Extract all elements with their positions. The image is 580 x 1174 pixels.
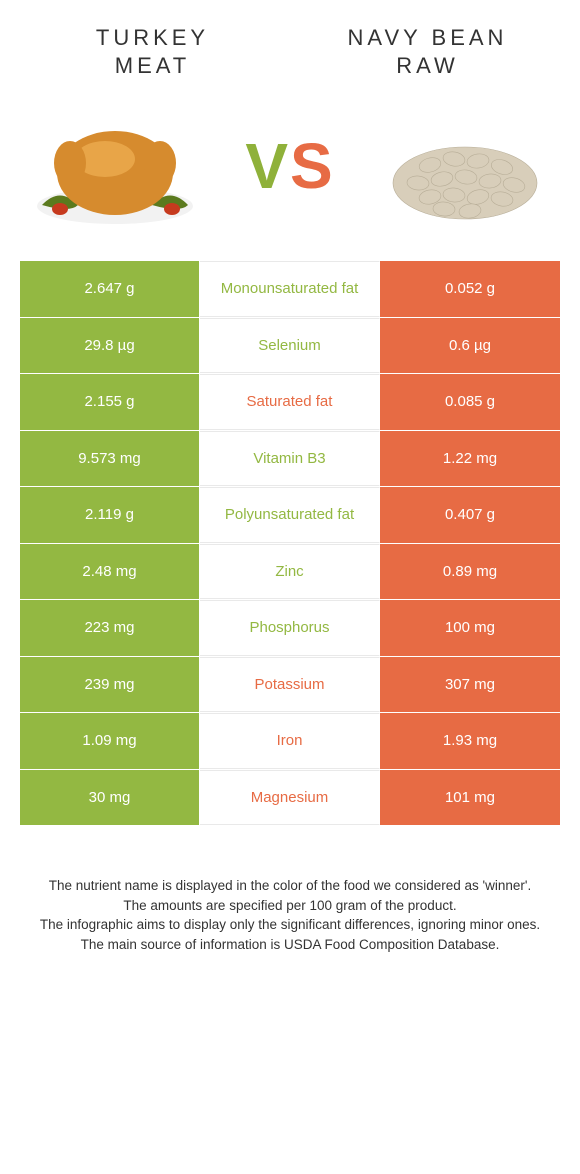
value-right: 101 mg xyxy=(380,770,560,826)
nutrient-label: Polyunsaturated fat xyxy=(200,487,380,543)
value-right: 307 mg xyxy=(380,657,560,713)
value-left: 239 mg xyxy=(20,657,200,713)
images-row: VS xyxy=(0,91,580,261)
footer-line: The amounts are specified per 100 gram o… xyxy=(36,896,544,916)
footer-line: The nutrient name is displayed in the co… xyxy=(36,876,544,896)
table-row: 30 mgMagnesium101 mg xyxy=(20,770,560,827)
nutrient-label: Potassium xyxy=(200,657,380,713)
value-right: 0.89 mg xyxy=(380,544,560,600)
vs-label: VS xyxy=(245,129,334,203)
value-left: 29.8 µg xyxy=(20,318,200,374)
table-row: 2.48 mgZinc0.89 mg xyxy=(20,544,560,601)
value-right: 0.407 g xyxy=(380,487,560,543)
value-left: 2.119 g xyxy=(20,487,200,543)
value-left: 2.155 g xyxy=(20,374,200,430)
table-row: 223 mgPhosphorus100 mg xyxy=(20,600,560,657)
value-left: 2.48 mg xyxy=(20,544,200,600)
beans-image xyxy=(380,101,550,231)
title-right: NAVY BEANRAW xyxy=(315,24,540,79)
table-row: 2.647 gMonounsaturated fat0.052 g xyxy=(20,261,560,318)
value-right: 0.052 g xyxy=(380,261,560,317)
table-row: 29.8 µgSelenium0.6 µg xyxy=(20,318,560,375)
nutrient-label: Magnesium xyxy=(200,770,380,826)
table-row: 239 mgPotassium307 mg xyxy=(20,657,560,714)
value-left: 30 mg xyxy=(20,770,200,826)
footer-line: The infographic aims to display only the… xyxy=(36,915,544,935)
nutrient-label: Iron xyxy=(200,713,380,769)
value-left: 9.573 mg xyxy=(20,431,200,487)
vs-s: S xyxy=(290,129,335,203)
nutrient-label: Saturated fat xyxy=(200,374,380,430)
table-row: 9.573 mgVitamin B31.22 mg xyxy=(20,431,560,488)
value-right: 0.6 µg xyxy=(380,318,560,374)
value-right: 100 mg xyxy=(380,600,560,656)
value-right: 1.22 mg xyxy=(380,431,560,487)
value-right: 1.93 mg xyxy=(380,713,560,769)
value-right: 0.085 g xyxy=(380,374,560,430)
nutrient-label: Phosphorus xyxy=(200,600,380,656)
value-left: 1.09 mg xyxy=(20,713,200,769)
table-row: 2.155 gSaturated fat0.085 g xyxy=(20,374,560,431)
value-left: 2.647 g xyxy=(20,261,200,317)
nutrient-label: Selenium xyxy=(200,318,380,374)
table-row: 2.119 gPolyunsaturated fat0.407 g xyxy=(20,487,560,544)
turkey-image xyxy=(30,101,200,231)
vs-v: V xyxy=(245,129,290,203)
footer-notes: The nutrient name is displayed in the co… xyxy=(0,826,580,954)
comparison-table: 2.647 gMonounsaturated fat0.052 g29.8 µg… xyxy=(0,261,580,826)
footer-line: The main source of information is USDA F… xyxy=(36,935,544,955)
nutrient-label: Zinc xyxy=(200,544,380,600)
value-left: 223 mg xyxy=(20,600,200,656)
header: TURKEYMEAT NAVY BEANRAW xyxy=(0,0,580,91)
nutrient-label: Monounsaturated fat xyxy=(200,261,380,317)
title-left: TURKEYMEAT xyxy=(40,24,265,79)
nutrient-label: Vitamin B3 xyxy=(200,431,380,487)
table-row: 1.09 mgIron1.93 mg xyxy=(20,713,560,770)
